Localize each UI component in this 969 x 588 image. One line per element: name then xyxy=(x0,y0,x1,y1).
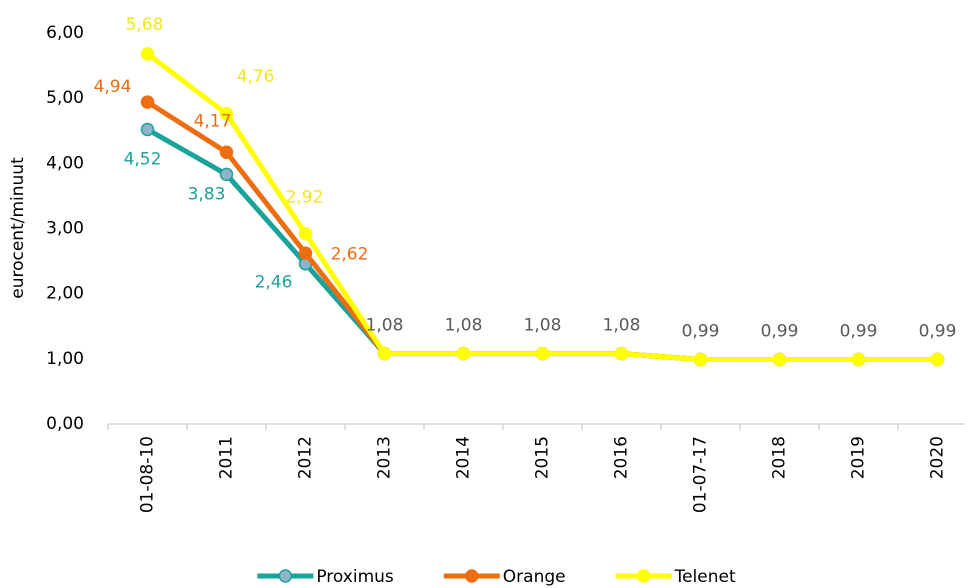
y-tick-label: 5,00 xyxy=(46,88,84,108)
point-marker xyxy=(535,346,550,361)
data-label: 3,83 xyxy=(188,184,226,204)
data-label: 2,46 xyxy=(255,273,293,293)
x-tick-label: 2016 xyxy=(612,436,632,479)
data-label: 0,99 xyxy=(761,321,799,341)
x-tick-label: 2011 xyxy=(217,436,237,479)
point-marker xyxy=(377,346,392,361)
x-tick-label: 2018 xyxy=(770,436,790,479)
x-tick-label: 01-07-17 xyxy=(691,436,711,513)
point-marker xyxy=(851,352,866,367)
point-marker xyxy=(298,226,313,241)
x-tick-label: 2013 xyxy=(375,436,395,479)
legend-item: Proximus xyxy=(257,567,394,587)
y-axis-label: eurocent/minuut xyxy=(8,157,28,299)
legend: Proximus Orange Telenet xyxy=(257,567,736,587)
y-tick-label: 6,00 xyxy=(46,23,84,43)
point-marker xyxy=(614,346,629,361)
x-tick-label: 2019 xyxy=(849,436,869,479)
data-label: 1,08 xyxy=(445,316,483,336)
data-label: 2,62 xyxy=(331,244,369,264)
point-marker xyxy=(930,352,945,367)
data-label: 1,08 xyxy=(603,316,641,336)
data-label: 0,99 xyxy=(682,321,720,341)
x-tick-label: 01-08-10 xyxy=(138,436,158,513)
point-marker xyxy=(219,107,234,121)
y-tick-label: 2,00 xyxy=(46,284,84,304)
x-tick-label: 2012 xyxy=(296,436,316,479)
point-marker xyxy=(456,346,471,361)
legend-marker xyxy=(278,569,293,583)
point-marker xyxy=(140,122,155,137)
point-marker xyxy=(219,145,234,160)
x-tick-label: 2014 xyxy=(454,436,474,479)
point-marker xyxy=(219,167,234,182)
data-label: 1,08 xyxy=(524,316,562,336)
x-tick-label: 2020 xyxy=(928,436,948,479)
point-marker xyxy=(772,352,787,367)
data-label: 4,52 xyxy=(124,149,162,169)
point-marker xyxy=(298,246,313,261)
data-label: 0,99 xyxy=(840,321,878,341)
data-label: 0,99 xyxy=(919,321,957,341)
data-label: 2,92 xyxy=(286,188,324,208)
legend-label: Orange xyxy=(503,567,566,587)
legend-label: Proximus xyxy=(316,567,394,587)
legend-marker xyxy=(465,569,479,583)
point-marker xyxy=(693,352,708,367)
legend-label: Telenet xyxy=(674,567,736,587)
legend-item: Telenet xyxy=(615,567,736,587)
data-label: 1,08 xyxy=(366,316,404,336)
y-tick-label: 3,00 xyxy=(46,219,84,239)
y-tick-label: 1,00 xyxy=(46,349,84,369)
point-marker xyxy=(140,95,155,109)
data-label: 4,17 xyxy=(194,111,232,131)
data-label: 4,76 xyxy=(237,67,275,87)
y-tick-label: 4,00 xyxy=(46,153,84,173)
legend-marker xyxy=(636,569,651,583)
y-tick-label: 0,00 xyxy=(46,414,84,434)
legend-item: Orange xyxy=(443,567,566,587)
x-tick-label: 2015 xyxy=(533,436,553,479)
data-label: 4,94 xyxy=(94,77,132,97)
point-marker xyxy=(140,47,155,61)
data-label: 5,68 xyxy=(126,15,164,35)
